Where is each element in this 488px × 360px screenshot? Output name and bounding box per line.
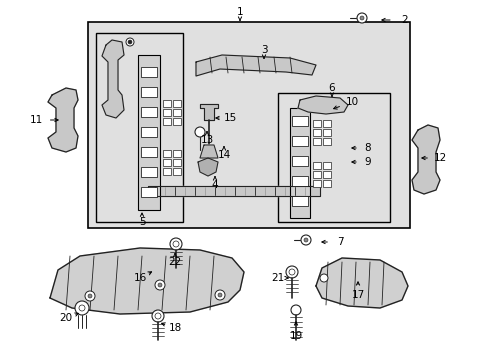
Bar [138, 55, 160, 210]
Circle shape [75, 301, 89, 315]
Text: 4: 4 [211, 180, 218, 190]
Polygon shape [411, 125, 439, 194]
Bar [163, 100, 171, 107]
Circle shape [155, 313, 161, 319]
Bar [141, 187, 157, 197]
Text: 7: 7 [336, 237, 343, 247]
Bar [163, 118, 171, 125]
Polygon shape [48, 88, 78, 152]
Circle shape [79, 305, 85, 311]
Bar [173, 100, 181, 107]
Text: 22: 22 [168, 257, 181, 267]
Text: 12: 12 [432, 153, 446, 163]
Circle shape [218, 293, 222, 297]
Bar [291, 156, 307, 166]
Circle shape [195, 127, 204, 137]
Polygon shape [297, 96, 347, 114]
Circle shape [285, 266, 297, 278]
Text: 15: 15 [223, 113, 236, 123]
Text: 6: 6 [328, 83, 335, 93]
Bar [141, 127, 157, 137]
Bar [323, 129, 330, 136]
Bar [173, 150, 181, 157]
Circle shape [288, 269, 294, 275]
Circle shape [170, 238, 182, 250]
Bar [141, 67, 157, 77]
Circle shape [126, 38, 134, 46]
Bar [141, 107, 157, 117]
Circle shape [85, 291, 95, 301]
Polygon shape [200, 104, 218, 120]
Circle shape [215, 290, 224, 300]
Text: 1: 1 [236, 7, 243, 17]
Polygon shape [196, 55, 315, 76]
Circle shape [319, 274, 327, 282]
Bar [141, 167, 157, 177]
Circle shape [128, 40, 132, 44]
Circle shape [359, 16, 363, 20]
Bar [289, 108, 309, 218]
Polygon shape [315, 258, 407, 308]
Text: 20: 20 [60, 313, 72, 323]
Bar [141, 147, 157, 157]
Bar [312, 180, 320, 187]
Text: 10: 10 [345, 97, 358, 107]
Bar [88, 22, 409, 228]
Bar [278, 93, 389, 222]
Bar [312, 162, 320, 169]
Bar [291, 176, 307, 186]
Bar [163, 159, 171, 166]
Text: 18: 18 [168, 323, 181, 333]
Text: 14: 14 [217, 150, 230, 160]
Circle shape [158, 283, 162, 287]
Bar [141, 87, 157, 97]
Polygon shape [198, 158, 218, 176]
Text: 19: 19 [289, 331, 302, 341]
Circle shape [301, 235, 310, 245]
Text: 21: 21 [271, 273, 284, 283]
Circle shape [356, 13, 366, 23]
Bar [291, 136, 307, 146]
Circle shape [155, 280, 164, 290]
Bar [323, 171, 330, 178]
Bar [291, 196, 307, 206]
Text: 8: 8 [364, 143, 370, 153]
Circle shape [290, 305, 301, 315]
Text: 3: 3 [260, 45, 267, 55]
Bar [163, 150, 171, 157]
Circle shape [152, 310, 163, 322]
Text: 16: 16 [133, 273, 146, 283]
Bar [323, 180, 330, 187]
Bar [312, 120, 320, 127]
Bar [323, 138, 330, 145]
Bar [323, 120, 330, 127]
Bar [312, 138, 320, 145]
Text: 17: 17 [351, 290, 364, 300]
Circle shape [88, 294, 92, 298]
Polygon shape [200, 145, 218, 158]
Bar [312, 171, 320, 178]
Bar [173, 118, 181, 125]
Bar [312, 129, 320, 136]
Polygon shape [148, 186, 319, 196]
Text: 5: 5 [139, 217, 145, 227]
Text: 11: 11 [29, 115, 42, 125]
Bar [323, 162, 330, 169]
Bar [173, 109, 181, 116]
Circle shape [173, 241, 179, 247]
Circle shape [304, 238, 307, 242]
Bar [163, 109, 171, 116]
Bar [291, 116, 307, 126]
Bar [173, 159, 181, 166]
Polygon shape [50, 248, 244, 314]
Bar [173, 168, 181, 175]
Text: 9: 9 [364, 157, 370, 167]
Text: 13: 13 [200, 135, 213, 145]
Bar [96, 33, 183, 222]
Bar [163, 168, 171, 175]
Text: 2: 2 [401, 15, 407, 25]
Polygon shape [102, 40, 124, 118]
